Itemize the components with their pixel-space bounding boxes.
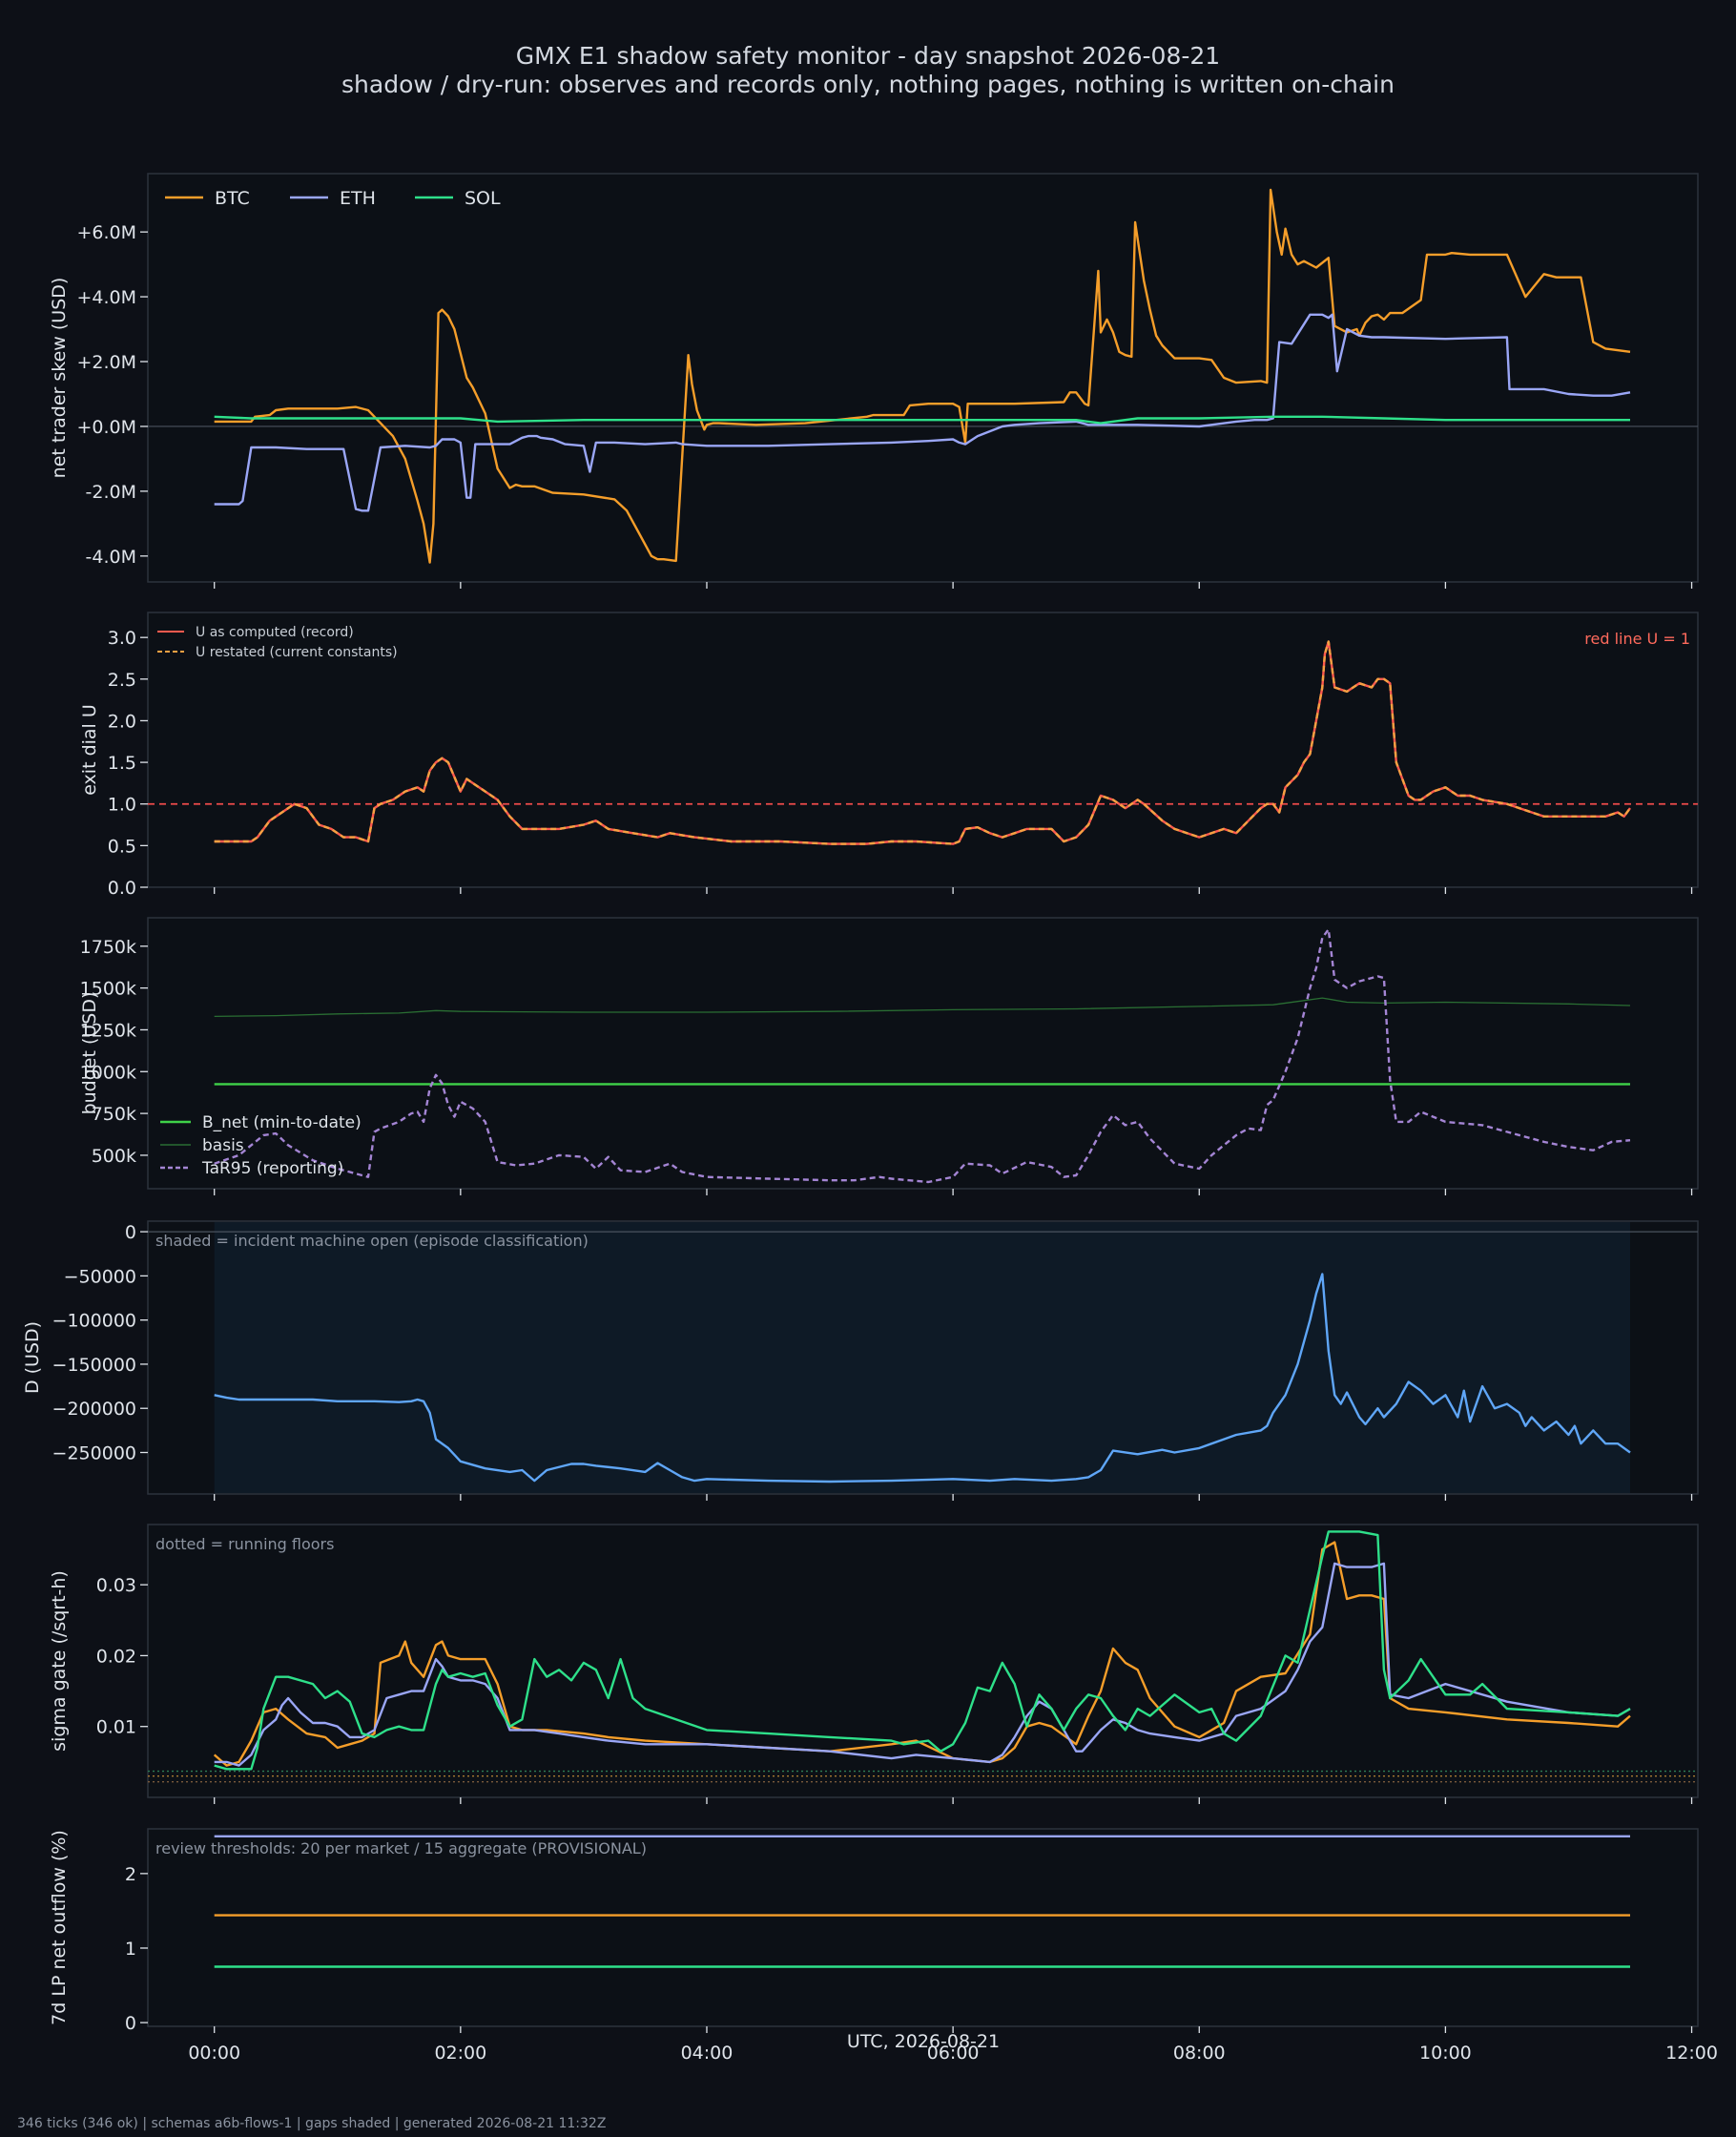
legend-label: U restated (current constants)	[196, 645, 398, 660]
y-axis-label: net trader skew (USD)	[49, 278, 70, 479]
y-tick-label: 0.03	[96, 1575, 136, 1596]
x-tick-label: 12:00	[1665, 2043, 1718, 2064]
panel-frame	[147, 1524, 1699, 1798]
threshold-label: red line U = 1	[1584, 630, 1690, 648]
legend-label: U as computed (record)	[196, 625, 354, 640]
y-tick-label: +0.0M	[76, 417, 136, 438]
series-line-tar95-reporting-	[214, 928, 1631, 1184]
legend-label: BTC	[215, 188, 250, 209]
y-tick-label: 0.5	[108, 836, 136, 857]
panel-note: review thresholds: 20 per market / 15 ag…	[155, 1839, 647, 1857]
y-tick-label: −150000	[52, 1355, 136, 1376]
series-line-btc	[213, 1541, 1631, 1767]
series-line-d	[214, 1273, 1631, 1483]
series-line-btc	[214, 188, 1631, 564]
x-tick-label: 10:00	[1419, 2043, 1472, 2064]
legend-label: B_net (min-to-date)	[202, 1113, 362, 1132]
panel-budget: 500k 750k 1000k 1250k 1500k 1750k budget (USD)…	[79, 917, 1699, 1195]
y-tick-label: 0.01	[96, 1717, 136, 1738]
figure-title: GMX E1 shadow safety monitor - day snaps…	[516, 42, 1220, 70]
figure-subtitle: shadow / dry-run: observes and records o…	[341, 71, 1395, 98]
y-tick-label: 0.0	[108, 878, 136, 899]
y-tick-label: −250000	[52, 1442, 136, 1463]
legend-label: basis	[202, 1136, 244, 1155]
y-tick-label: 2	[125, 1864, 136, 1885]
panel-frame	[147, 1828, 1699, 2027]
series-line-eth	[214, 313, 1631, 512]
y-tick-label: 3.0	[108, 628, 136, 649]
y-tick-label: −100000	[52, 1311, 136, 1332]
incident-shading	[214, 1222, 1631, 1493]
y-tick-label: 1250k	[80, 1020, 136, 1041]
series-line-sol	[214, 415, 1630, 425]
panel-frame	[147, 917, 1699, 1190]
x-axis-label: UTC, 2026-08-21	[847, 2031, 1000, 2052]
panel-note: shaded = incident machine open (episode …	[155, 1232, 589, 1250]
panels: -4.0M -2.0M +0.0M +2.0M +4.0M +6.0M net trader…	[22, 173, 1718, 2064]
y-tick-label: −50000	[64, 1266, 136, 1287]
y-tick-label: 750k	[92, 1104, 136, 1125]
y-axis-label: budget (USD)	[79, 992, 100, 1115]
series-line-sol	[214, 1530, 1631, 1771]
y-tick-label: 500k	[92, 1146, 136, 1167]
legend-label: TaR95 (reporting)	[201, 1159, 343, 1178]
panel-sigma-gate: 0.01 0.02 0.03 sigma gate (/sqrt-h) dotted =…	[49, 1524, 1699, 1804]
x-tick-label: 04:00	[681, 2043, 734, 2064]
y-tick-label: 1000k	[80, 1062, 136, 1083]
series-line-eth	[214, 1562, 1631, 1767]
y-tick-label: -4.0M	[86, 547, 136, 568]
y-tick-label: 1.0	[108, 795, 136, 816]
panel-skew: -4.0M -2.0M +0.0M +2.0M +4.0M +6.0M net trader…	[49, 173, 1699, 589]
y-tick-label: +4.0M	[76, 287, 136, 308]
series-line-basis	[214, 997, 1631, 1018]
series-line-u-restated-current-constants-	[214, 640, 1631, 845]
y-tick-label: 2.0	[108, 711, 136, 732]
y-tick-label: −200000	[52, 1399, 136, 1420]
y-tick-label: 1500k	[80, 979, 136, 1000]
y-tick-label: 1.5	[108, 753, 136, 774]
x-tick-label: 00:00	[188, 2043, 240, 2064]
x-tick-label: 02:00	[434, 2043, 486, 2064]
y-tick-label: 0	[125, 2013, 136, 2034]
y-tick-label: +6.0M	[76, 222, 136, 243]
y-tick-label: 1	[125, 1939, 136, 1960]
y-axis-label: D (USD)	[22, 1321, 43, 1394]
y-axis-label: 7d LP net outflow (%)	[49, 1830, 70, 2025]
y-tick-label: 2.5	[108, 670, 136, 691]
x-tick-label: 06:00	[927, 2043, 980, 2064]
y-tick-label: -2.0M	[86, 482, 136, 503]
y-tick-label: 1750k	[80, 937, 136, 958]
y-tick-label: +2.0M	[76, 352, 136, 373]
panel-frame	[147, 173, 1699, 583]
panel-note: dotted = running floors	[155, 1535, 334, 1553]
panel-exit-dial: red line U = 1 0.0 0.5 1.0 1.5 2.0 2.5 3.0 exit …	[79, 612, 1699, 899]
x-tick-label: 08:00	[1173, 2043, 1226, 2064]
y-axis-label: sigma gate (/sqrt-h)	[49, 1570, 70, 1752]
footer-status: 346 ticks (346 ok) | schemas a6b-flows-1…	[17, 2116, 606, 2131]
panel-LP-outflow: 0 1 2 7d LP net outflow (%) review threshold…	[49, 1828, 1718, 2064]
panel-D: 0 −50000 −100000 −150000 −200000 −250000 D (US…	[22, 1220, 1699, 1501]
legend-label: ETH	[340, 188, 376, 209]
y-tick-label: 0	[125, 1222, 136, 1243]
legend-label: SOL	[465, 188, 501, 209]
y-axis-label: exit dial U	[79, 704, 100, 796]
y-tick-label: 0.02	[96, 1646, 136, 1667]
